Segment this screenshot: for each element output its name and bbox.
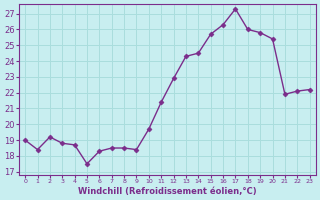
X-axis label: Windchill (Refroidissement éolien,°C): Windchill (Refroidissement éolien,°C) (78, 187, 257, 196)
